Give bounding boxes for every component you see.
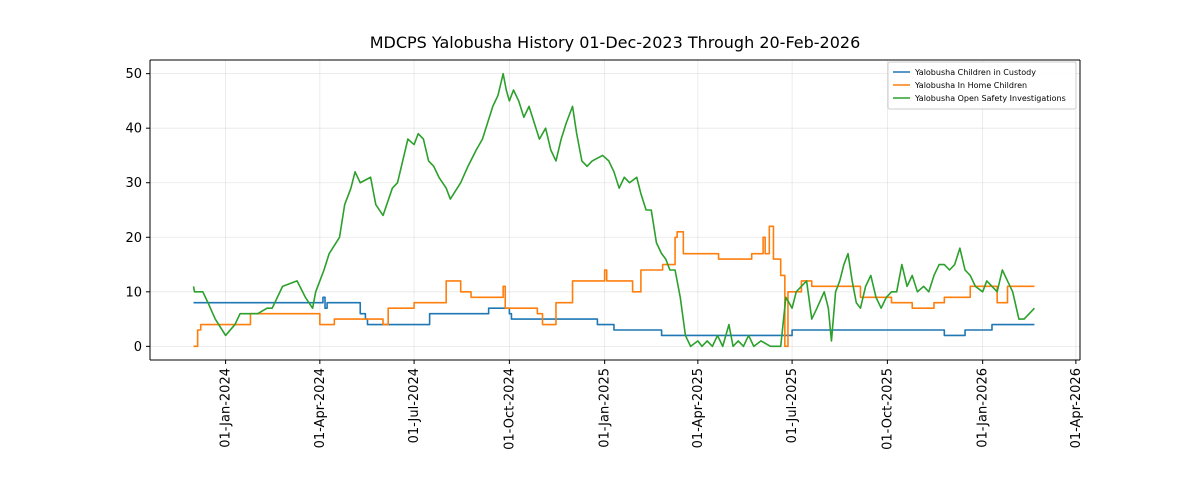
x-tick-label: 01-Oct-2025 (880, 368, 895, 450)
x-tick-label: 01-Jan-2024 (219, 368, 234, 448)
chart-title: MDCPS Yalobusha History 01-Dec-2023 Thro… (370, 33, 861, 52)
x-tick-label: 01-Jul-2024 (407, 368, 422, 443)
x-tick-label: 01-Oct-2024 (502, 368, 517, 450)
x-tick-label: 01-Jan-2025 (598, 368, 613, 448)
x-tick-label: 01-Jan-2026 (976, 368, 991, 448)
x-tick-label: 01-Apr-2026 (1069, 368, 1084, 448)
y-tick-label: 0 (134, 340, 142, 355)
y-tick-label: 30 (125, 176, 142, 191)
series-lines (192, 72, 1036, 348)
x-tick-label: 01-Apr-2024 (313, 368, 328, 448)
x-tick-label: 01-Jul-2025 (785, 368, 800, 443)
y-tick-label: 50 (125, 67, 142, 82)
series-line-2 (193, 225, 1035, 348)
legend-label-1: Yalobusha Children in Custody (914, 68, 1036, 77)
legend-label-2: Yalobusha In Home Children (914, 81, 1027, 90)
legend-label-3: Yalobusha Open Safety Investigations (914, 94, 1066, 103)
series-line-3 (192, 72, 1036, 348)
y-tick-label: 40 (125, 122, 142, 137)
axes: 0 10 20 30 40 50 01-Jan-2024 01-Apr-2024 01-Jul-… (125, 59, 1084, 450)
grid (150, 60, 1080, 360)
x-tick-label: 01-Apr-2025 (691, 368, 706, 448)
legend-box (887, 61, 1077, 110)
y-tick-label: 10 (125, 285, 142, 300)
legend: Yalobusha Children in Custody Yalobusha I… (887, 61, 1077, 110)
y-tick-label: 20 (125, 231, 142, 246)
